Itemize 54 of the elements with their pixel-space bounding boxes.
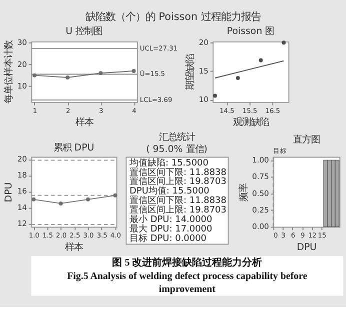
y-tick-label: 15 — [198, 66, 209, 76]
x-axis-title: 观测缺陷 — [232, 117, 269, 128]
y-tick-label: 20 — [17, 60, 28, 69]
y-tick-label: 10 — [198, 95, 209, 104]
point — [113, 193, 118, 198]
y-axis-title: 频率 — [238, 183, 250, 202]
y-tick-label: 1.00 — [252, 156, 270, 165]
point — [98, 71, 103, 76]
y-tick-label: 20 — [17, 154, 28, 164]
text: 置信区间上限: 19.8703 — [130, 204, 226, 216]
text: DPU均值: 15.5000 — [130, 186, 210, 197]
x-axis-title: DPU — [296, 242, 317, 253]
text: 缺陷数（个）的 Poisson 过程能力报告 — [85, 11, 261, 24]
point — [258, 58, 263, 62]
point — [32, 197, 36, 202]
point — [32, 73, 37, 78]
y-tick-label: 20 — [198, 38, 209, 47]
y-tick-label: 0.25 — [252, 205, 270, 214]
point — [132, 68, 136, 73]
text: 最大 DPU: 17.0000 — [130, 223, 212, 234]
y-tick-label: 18 — [17, 170, 28, 180]
y-tick-label: 0.75 — [252, 172, 270, 182]
y-axis-title: DPU — [4, 182, 15, 202]
text: 汇总统计 — [158, 132, 195, 143]
point — [66, 76, 70, 80]
chart-title: 直方图 — [292, 134, 320, 146]
chart-title: Poisson 图 — [226, 26, 274, 38]
point — [58, 201, 63, 206]
point — [236, 76, 240, 80]
y-tick-label: 0.00 — [252, 222, 270, 232]
x-axis-title: 样本 — [65, 242, 84, 253]
y-tick-label: 0.50 — [252, 188, 270, 198]
y-tick-label: 10 — [17, 82, 28, 91]
caption: Fig.5 Analysis of welding defect process capability before improvement — [67, 270, 308, 295]
y-tick-label: 30 — [17, 38, 28, 47]
y-axis-title: 每单位样本计数 — [4, 40, 15, 104]
chart-title: U 控制图 — [66, 26, 103, 37]
point — [282, 40, 286, 45]
text: ( 95.0% 置信) — [146, 144, 208, 156]
point — [86, 197, 90, 202]
caption: 图 5 改进前焊接缺陷过程能力分析 — [112, 256, 262, 269]
point — [212, 94, 217, 98]
y-tick-label: 16 — [17, 186, 28, 196]
y-tick-label: 14 — [17, 202, 28, 212]
text: 置信区间下限: 11.8838 — [130, 195, 227, 206]
chart-title: 累积 DPU — [53, 142, 94, 154]
text: 目标 DPU: 0.0000 — [130, 232, 207, 244]
y-tick-label: 12 — [17, 218, 28, 228]
text: 置信区间上限: 19.8703 — [130, 176, 226, 188]
text: 均值缺陷: 15.5000 — [128, 157, 209, 168]
text: 置信区间下限: 11.8838 — [130, 166, 227, 178]
text: 最小 DPU: 14.0000 — [130, 214, 212, 226]
y-axis-title: 期望缺陷 — [185, 54, 196, 90]
x-axis-title: 样本 — [76, 117, 94, 128]
